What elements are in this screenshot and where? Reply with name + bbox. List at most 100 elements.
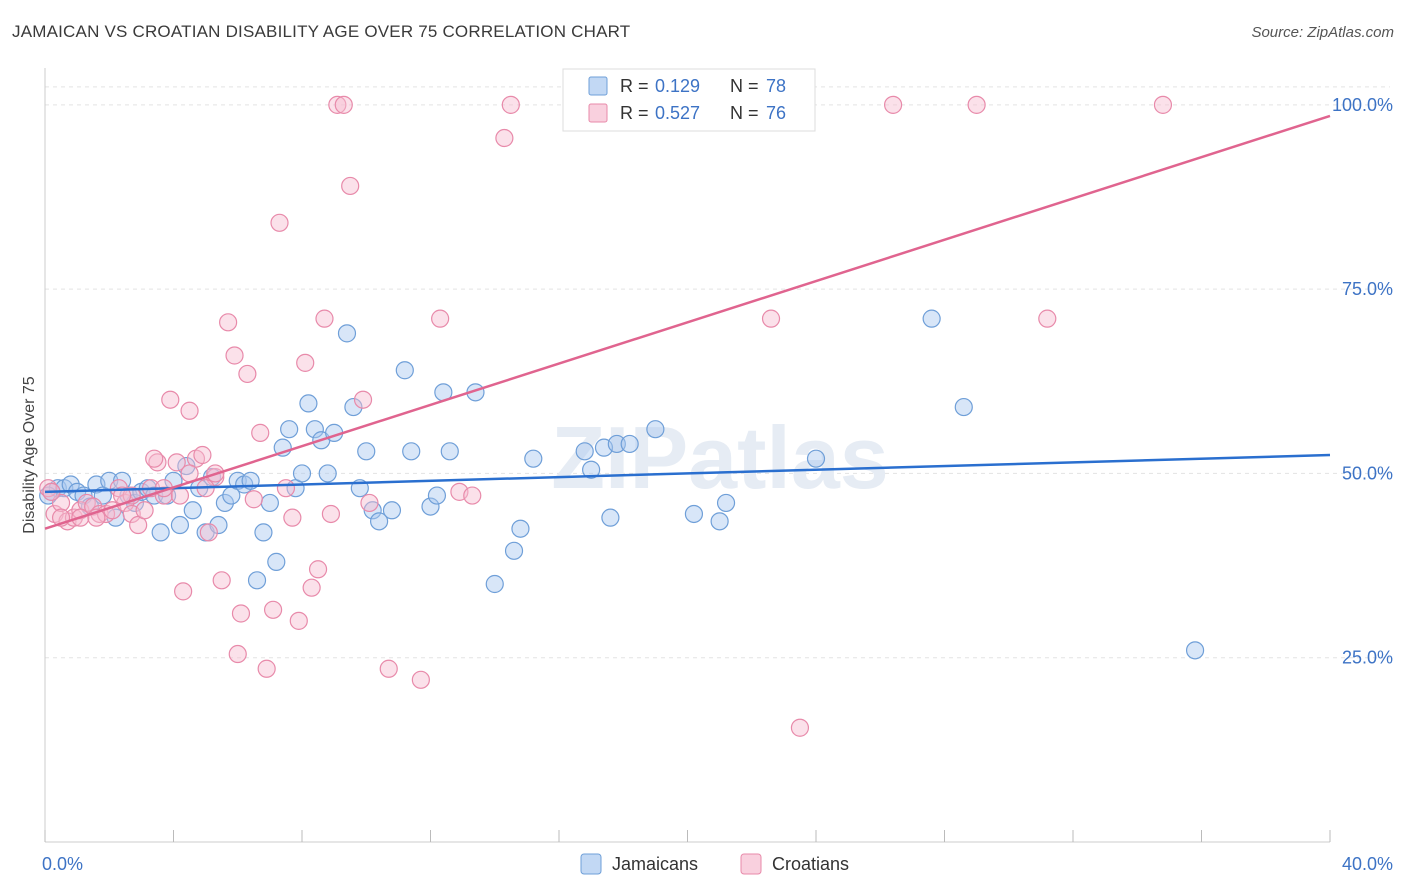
bottom-legend-swatch-jamaicans [580, 853, 602, 875]
y-tick-label-1: 50.0% [1342, 463, 1393, 483]
croatians-point-43 [315, 309, 334, 328]
croatians-point-59 [967, 95, 986, 114]
y-tick-label-3: 100.0% [1332, 95, 1393, 115]
croatians-point-38 [283, 508, 302, 527]
croatians-point-24 [193, 445, 212, 465]
croatians-point-39 [289, 611, 308, 630]
jamaicans-point-57 [440, 442, 459, 461]
croatians-point-32 [244, 490, 263, 509]
legend-swatch-croatians [588, 103, 608, 123]
jamaicans-point-69 [646, 420, 665, 439]
y-tick-label-2: 75.0% [1342, 279, 1393, 299]
croatians-point-50 [379, 659, 398, 678]
axis-layer [44, 68, 1331, 843]
croatians-point-33 [251, 423, 270, 442]
croatians-point-22 [180, 401, 199, 420]
croatians-trend-line [44, 114, 1331, 530]
jamaicans-point-45 [337, 324, 357, 343]
jamaicans-point-71 [710, 512, 729, 531]
jamaicans-point-35 [267, 552, 286, 571]
jamaicans-point-48 [357, 442, 376, 461]
croatians-point-35 [263, 600, 283, 619]
legend-r-value-jamaicans: 0.129 [655, 76, 700, 96]
croatians-point-44 [321, 504, 341, 524]
y-axis-label: Disability Age Over 75 [21, 376, 38, 534]
x-tick-labels: 0.0% 40.0% [42, 854, 1393, 874]
croatians-point-61 [1153, 95, 1173, 114]
jamaicans-point-33 [254, 523, 273, 542]
croatians-point-25 [199, 523, 218, 542]
chart-source: Source: ZipAtlas.com [1251, 24, 1394, 41]
croatians-point-47 [341, 176, 360, 196]
jamaicans-point-3 [61, 475, 80, 494]
jamaicans-point-60 [504, 541, 524, 560]
x-tick-label-0: 0.0% [42, 854, 83, 874]
jamaicans-point-39 [292, 464, 312, 483]
croatians-point-34 [257, 659, 276, 678]
croatians-points [39, 95, 1173, 737]
bottom-legend-label-croatians: Croatians [772, 854, 849, 874]
croatians-point-29 [225, 346, 244, 365]
jamaicans-point-20 [170, 515, 190, 535]
croatians-point-57 [761, 309, 781, 328]
jamaicans-point-54 [421, 497, 440, 516]
croatians-point-68 [228, 644, 247, 664]
bottom-legend-label-jamaicans: Jamaicans [612, 854, 698, 874]
legend-r-label-jamaicans: R = [620, 76, 649, 96]
croatians-point-74 [170, 486, 190, 505]
jamaicans-point-61 [511, 519, 530, 538]
legend-r-value-croatians: 0.527 [655, 103, 700, 123]
trend-layer [44, 114, 1331, 530]
jamaicans-point-50 [370, 512, 389, 531]
y-tick-labels: 25.0% 50.0% 75.0% 100.0% [1332, 95, 1393, 668]
legend-r-label-croatians: R = [620, 103, 649, 123]
croatians-point-20 [167, 453, 186, 472]
croatians-point-51 [411, 670, 430, 689]
croatians-point-45 [328, 95, 347, 114]
croatians-point-58 [883, 95, 903, 114]
jamaicans-point-27 [215, 493, 234, 513]
croatians-point-55 [495, 128, 514, 148]
jamaicans-point-70 [684, 504, 704, 524]
croatians-point-62 [790, 718, 810, 737]
jamaicans-point-66 [601, 508, 620, 527]
jamaicans-point-68 [620, 434, 639, 454]
jamaicans-point-34 [260, 493, 279, 513]
croatians-point-21 [174, 582, 193, 601]
jamaicans-point-74 [922, 309, 941, 328]
croatians-point-60 [1038, 309, 1057, 328]
croatians-point-73 [145, 449, 164, 468]
croatians-point-52 [431, 309, 450, 328]
bottom-legend-swatch-croatians [740, 853, 762, 875]
croatians-point-36 [270, 213, 289, 232]
jamaicans-point-32 [247, 571, 267, 590]
jamaicans-point-53 [402, 442, 421, 461]
legend-swatch-jamaicans [588, 76, 608, 96]
chart-title: JAMAICAN VS CROATIAN DISABILITY AGE OVER… [12, 22, 631, 41]
croatians-point-31 [238, 364, 257, 384]
jamaicans-point-40 [299, 394, 318, 413]
jamaicans-point-55 [427, 486, 447, 505]
croatians-point-56 [501, 95, 520, 114]
croatians-point-28 [219, 313, 238, 332]
jamaicans-point-73 [806, 449, 826, 468]
jamaicans-point-17 [151, 523, 170, 542]
bottom-legend: Jamaicans Croatians [580, 853, 849, 875]
jamaicans-point-52 [395, 361, 414, 380]
croatians-point-41 [302, 578, 321, 597]
x-tick-label-1: 40.0% [1342, 854, 1393, 874]
croatians-point-30 [231, 604, 251, 623]
watermark: ZIPatlas [551, 408, 888, 507]
croatians-point-48 [353, 390, 373, 409]
jamaicans-point-75 [954, 397, 973, 417]
jamaicans-point-51 [382, 501, 402, 520]
jamaicans-point-46 [344, 397, 363, 417]
jamaicans-point-22 [183, 501, 202, 520]
jamaicans-point-64 [582, 460, 601, 479]
croatians-point-42 [308, 560, 328, 579]
croatians-point-46 [334, 95, 353, 114]
jamaicans-point-59 [485, 574, 504, 594]
croatians-point-19 [161, 390, 180, 409]
jamaicans-trend-line [44, 453, 1331, 494]
